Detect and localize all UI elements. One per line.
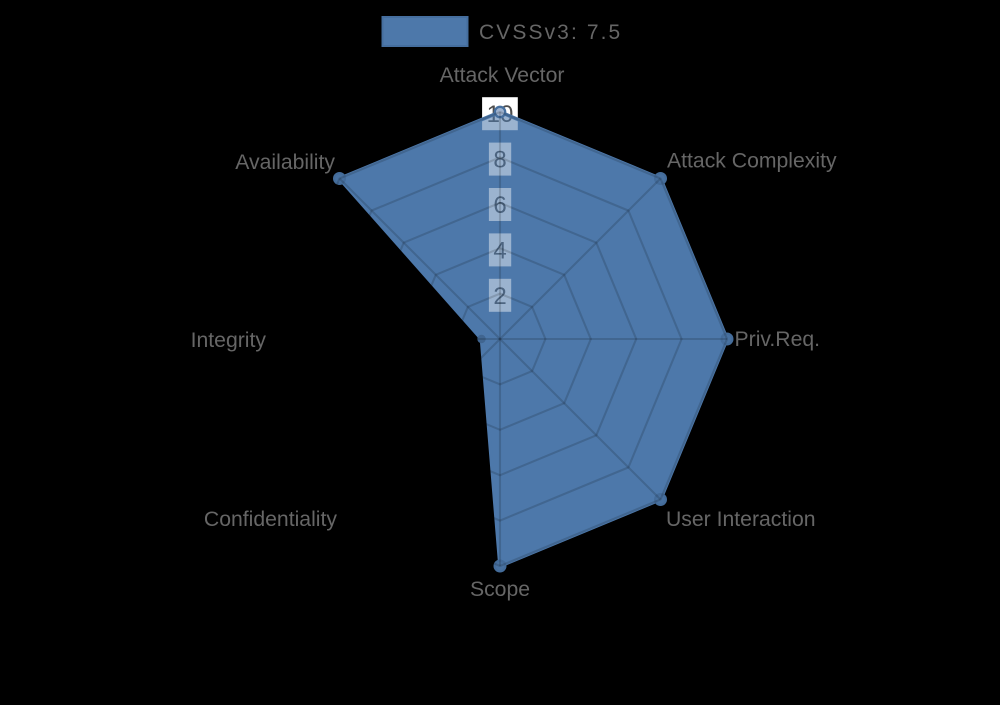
svg-text:2: 2 bbox=[493, 283, 506, 310]
svg-text:User Interaction: User Interaction bbox=[666, 508, 816, 531]
svg-text:Attack Vector: Attack Vector bbox=[440, 64, 565, 87]
svg-text:CVSSv3: 7.5: CVSSv3: 7.5 bbox=[479, 21, 622, 44]
svg-text:4: 4 bbox=[493, 237, 506, 264]
svg-text:Scope: Scope bbox=[470, 578, 530, 601]
svg-text:Availability: Availability bbox=[235, 151, 335, 174]
svg-text:Priv.Req.: Priv.Req. bbox=[735, 328, 821, 351]
svg-text:Attack Complexity: Attack Complexity bbox=[667, 150, 837, 173]
svg-text:6: 6 bbox=[493, 192, 506, 219]
svg-text:Integrity: Integrity bbox=[191, 329, 267, 352]
svg-text:Confidentiality: Confidentiality bbox=[204, 508, 337, 531]
svg-text:8: 8 bbox=[493, 147, 506, 174]
